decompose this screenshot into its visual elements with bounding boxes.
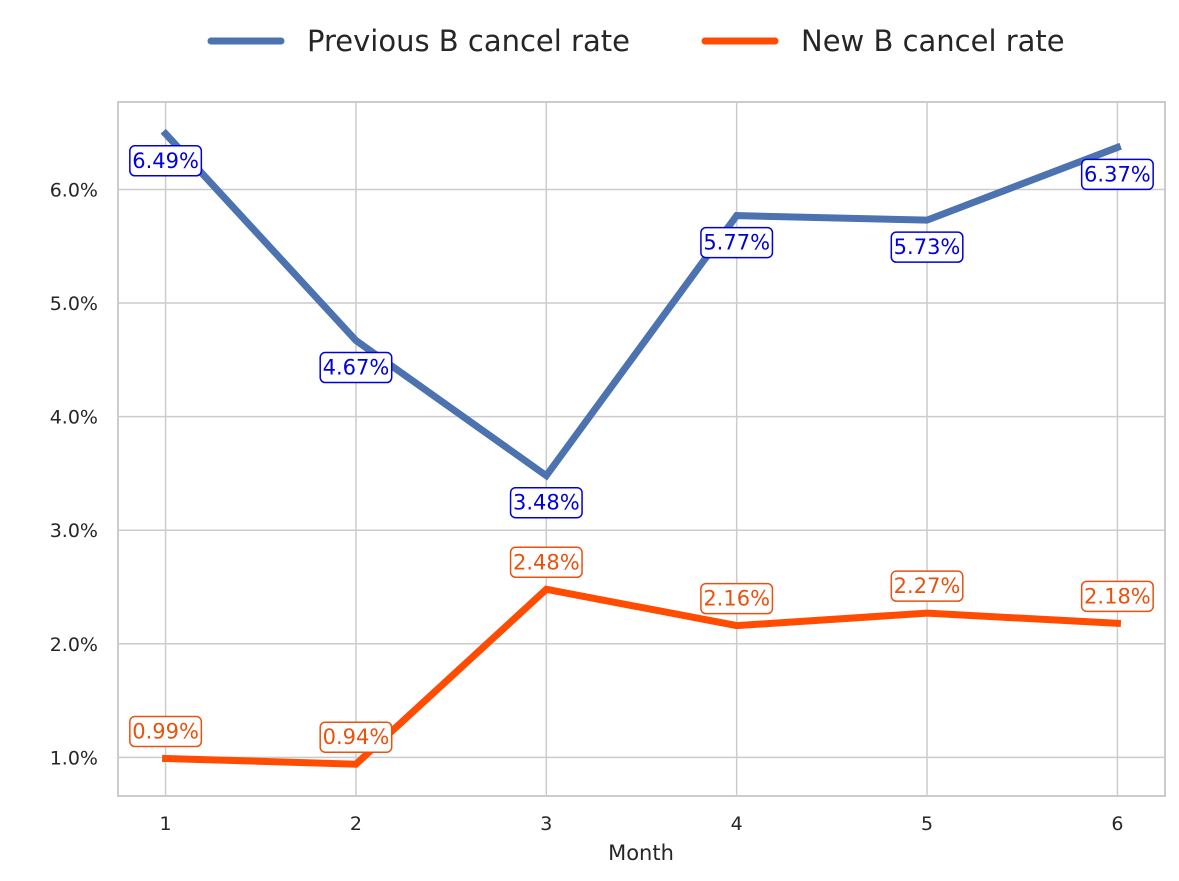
data-label-text: 2.48% — [513, 550, 580, 574]
plot-area — [118, 102, 1165, 796]
x-axis-title: Month — [608, 841, 674, 865]
x-tick-label: 3 — [540, 813, 552, 835]
y-tick-label: 4.0% — [50, 407, 98, 429]
data-label-box — [129, 715, 203, 748]
data-label: 2.48% — [509, 546, 583, 579]
x-tick-label: 5 — [921, 813, 933, 835]
data-label: 6.49% — [129, 145, 203, 177]
x-tick-label: 4 — [731, 813, 743, 835]
legend-label: Previous B cancel rate — [307, 24, 630, 58]
x-tick-label: 1 — [160, 813, 172, 835]
plot-frame — [117, 101, 1166, 797]
data-label-text: 0.99% — [132, 720, 199, 744]
series-line-2 — [161, 585, 1122, 768]
data-label-text: 6.37% — [1084, 162, 1151, 186]
series-line-1 — [160, 128, 1122, 481]
data-label: 4.67% — [319, 351, 393, 384]
legend: Previous B cancel rate New B cancel rate — [207, 24, 1065, 58]
data-label: 5.77% — [700, 226, 774, 259]
data-label-box — [700, 226, 774, 259]
axes: 1 2 3 4 5 6 1.0% 2.0% 3.0% 4.0% 5.0% 6.0% — [50, 101, 1166, 835]
y-tick-label: 1.0% — [50, 747, 98, 769]
y-tick-label: 3.0% — [50, 520, 98, 542]
y-tick-label: 5.0% — [50, 293, 98, 315]
data-label-box — [509, 546, 583, 579]
data-label-text: 6.49% — [132, 149, 199, 173]
data-label: 0.99% — [129, 715, 203, 748]
data-label-box — [1080, 158, 1154, 191]
data-label-box — [129, 145, 203, 177]
data-label-text: 4.67% — [323, 356, 390, 380]
data-label-box — [890, 570, 964, 602]
data-label-text: 2.27% — [894, 574, 961, 598]
data-label-text: 5.77% — [703, 231, 770, 255]
data-labels: 6.49% 4.67% 3.48% 5.77% 5.73% 6.37% 0.99% 0.94%… — [129, 145, 1154, 753]
data-label-box — [890, 231, 964, 263]
data-label: 2.27% — [890, 570, 964, 602]
data-label-text: 5.73% — [894, 235, 961, 259]
data-label-text: 2.16% — [703, 587, 770, 611]
data-label-box — [1080, 580, 1154, 613]
data-label-text: 2.18% — [1084, 584, 1151, 608]
series-layer — [160, 128, 1122, 768]
data-label: 2.16% — [700, 582, 774, 615]
data-label: 6.37% — [1080, 158, 1154, 191]
grid — [118, 102, 1165, 796]
legend-label: New B cancel rate — [801, 24, 1065, 58]
data-label-text: 0.94% — [323, 725, 390, 749]
data-label-box — [700, 582, 774, 615]
data-label-box — [319, 351, 393, 384]
legend-item: New B cancel rate — [701, 24, 1065, 58]
legend-item: Previous B cancel rate — [207, 24, 630, 58]
data-label: 0.94% — [319, 721, 393, 753]
y-tick-label: 6.0% — [50, 179, 98, 201]
y-tick-label: 2.0% — [50, 634, 98, 656]
data-label-box — [319, 721, 393, 753]
x-tick-label: 2 — [350, 813, 362, 835]
data-label: 2.18% — [1080, 580, 1154, 613]
data-label: 5.73% — [890, 231, 964, 263]
x-tick-label: 6 — [1111, 813, 1123, 835]
data-label: 3.48% — [509, 486, 583, 519]
data-label-box — [509, 486, 583, 519]
data-label-text: 3.48% — [513, 491, 580, 515]
